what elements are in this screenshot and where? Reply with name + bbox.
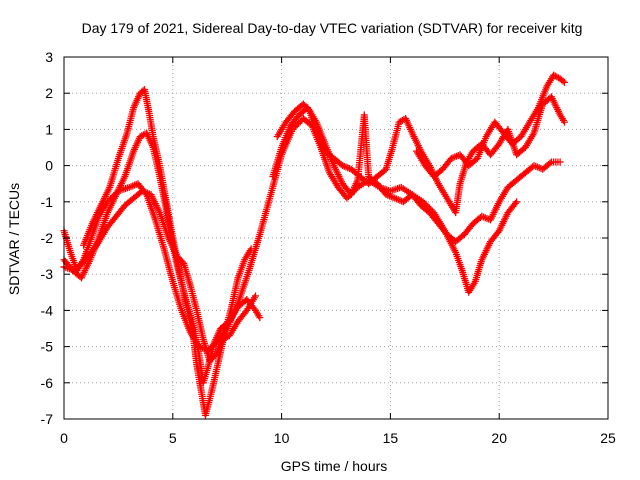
x-tick-label: 0 bbox=[60, 430, 68, 446]
data-point bbox=[559, 77, 567, 85]
data-point bbox=[511, 199, 519, 207]
y-tick-label: -6 bbox=[41, 375, 54, 391]
x-tick-label: 10 bbox=[274, 430, 290, 446]
data-point bbox=[79, 259, 87, 267]
y-tick-label: -1 bbox=[41, 194, 54, 210]
x-tick-label: 20 bbox=[491, 430, 507, 446]
data-point bbox=[256, 314, 264, 322]
data-point bbox=[76, 262, 84, 270]
series-track-d bbox=[60, 187, 259, 365]
data-point bbox=[343, 194, 351, 202]
series-track-c bbox=[80, 86, 255, 419]
y-tick-label: -2 bbox=[41, 230, 54, 246]
data-point bbox=[77, 260, 85, 268]
y-axis-label: SDTVAR / TECUs bbox=[6, 183, 22, 295]
y-tick-label: -3 bbox=[41, 266, 54, 282]
y-tick-label: 1 bbox=[45, 121, 53, 137]
y-tick-label: 3 bbox=[45, 49, 53, 65]
data-point bbox=[247, 245, 255, 253]
data-point bbox=[296, 118, 304, 126]
series-track-e bbox=[269, 104, 564, 246]
data-point bbox=[71, 267, 79, 275]
y-tick-label: 2 bbox=[45, 85, 53, 101]
series-track-a bbox=[60, 115, 521, 354]
series-track-g bbox=[413, 71, 568, 180]
data-point bbox=[560, 78, 568, 86]
chart-title: Day 179 of 2021, Sidereal Day-to-day VTE… bbox=[82, 20, 583, 36]
y-tick-label: -5 bbox=[41, 339, 54, 355]
y-tick-label: -7 bbox=[41, 411, 54, 427]
x-tick-label: 25 bbox=[600, 430, 616, 446]
data-point bbox=[546, 159, 554, 167]
data-point bbox=[251, 292, 259, 300]
series-track-f bbox=[273, 93, 568, 217]
x-tick-label: 15 bbox=[383, 430, 399, 446]
data-point bbox=[513, 198, 521, 206]
data-point bbox=[560, 118, 568, 126]
x-axis-label: GPS time / hours bbox=[281, 458, 388, 474]
data-point bbox=[295, 119, 303, 127]
y-tick-label: 0 bbox=[45, 158, 53, 174]
data-marks bbox=[60, 71, 568, 419]
data-point bbox=[556, 158, 564, 166]
data-point bbox=[74, 263, 82, 271]
data-point bbox=[72, 265, 80, 273]
x-tick-label: 5 bbox=[169, 430, 177, 446]
y-tick-label: -4 bbox=[41, 302, 54, 318]
